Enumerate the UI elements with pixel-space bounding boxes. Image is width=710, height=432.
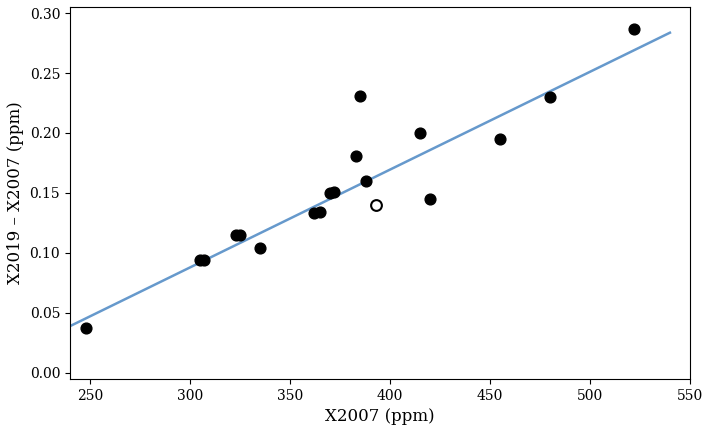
- Point: [234, 232, 246, 238]
- X-axis label: X2007 (ppm): X2007 (ppm): [325, 408, 435, 425]
- Point: [628, 25, 640, 32]
- Point: [308, 210, 320, 217]
- Point: [198, 257, 209, 264]
- Point: [80, 325, 92, 332]
- Point: [315, 209, 326, 216]
- Point: [545, 94, 556, 101]
- Point: [324, 190, 336, 197]
- Point: [370, 201, 381, 208]
- Point: [328, 188, 339, 195]
- Point: [424, 195, 435, 202]
- Point: [360, 178, 371, 184]
- Point: [494, 136, 506, 143]
- Point: [354, 92, 366, 99]
- Point: [254, 245, 266, 251]
- Point: [350, 152, 361, 159]
- Point: [194, 257, 205, 264]
- Y-axis label: X2019 – X2007 (ppm): X2019 – X2007 (ppm): [7, 102, 24, 284]
- Point: [414, 130, 425, 137]
- Point: [230, 232, 241, 238]
